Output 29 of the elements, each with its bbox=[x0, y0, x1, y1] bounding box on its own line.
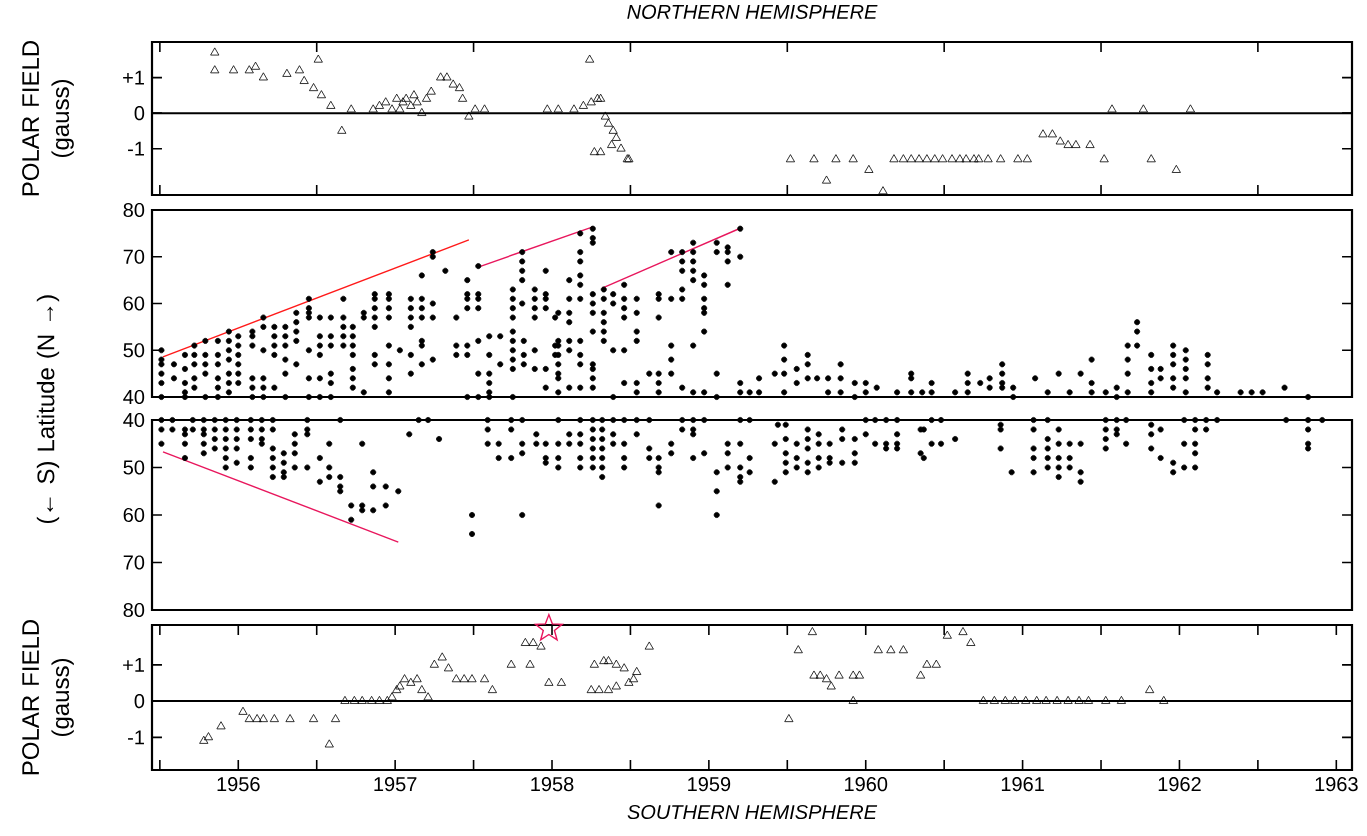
y-tick-label: +1 bbox=[123, 70, 144, 85]
y-tick-label: -1 bbox=[128, 141, 144, 156]
y-tick-label: 70 bbox=[123, 555, 145, 570]
x-tick-label: 1961 bbox=[1001, 777, 1044, 792]
y-tick-label: 50 bbox=[123, 460, 145, 475]
x-tick-label: 1962 bbox=[1158, 777, 1201, 792]
y-tick-label: 0 bbox=[134, 694, 145, 709]
x-tick-label: 1956 bbox=[217, 777, 260, 792]
y-tick-label: 60 bbox=[123, 507, 145, 523]
y-tick-label: 0 bbox=[134, 106, 145, 121]
y-tick-label: +1 bbox=[123, 657, 144, 672]
y-tick-label: 50 bbox=[123, 343, 145, 358]
y-tick-label: 70 bbox=[123, 249, 145, 264]
chart-title: NORTHERN HEMISPHERE bbox=[627, 4, 878, 19]
y-tick-label: -1 bbox=[128, 730, 144, 745]
x-tick-label: 1959 bbox=[688, 777, 731, 792]
y-tick-label: 40 bbox=[123, 389, 145, 405]
y-tick-label: 80 bbox=[123, 202, 145, 218]
y-axis-title: (← S) Latitude (N →) bbox=[36, 295, 60, 524]
x-tick-label: 1960 bbox=[845, 777, 888, 792]
x-tick-label: 1963 bbox=[1315, 777, 1358, 792]
y-tick-label: 40 bbox=[123, 412, 145, 428]
x-axis-title: SOUTHERN HEMISPHERE bbox=[627, 804, 878, 820]
x-tick-label: 1958 bbox=[531, 777, 574, 792]
y-tick-label: 80 bbox=[123, 602, 145, 618]
y-tick-label: 60 bbox=[123, 296, 145, 311]
y-axis-title: POLAR FIELD (gauss) bbox=[22, 40, 74, 196]
y-axis-title: POLAR FIELD (gauss) bbox=[22, 619, 74, 775]
x-tick-label: 1957 bbox=[374, 777, 417, 792]
